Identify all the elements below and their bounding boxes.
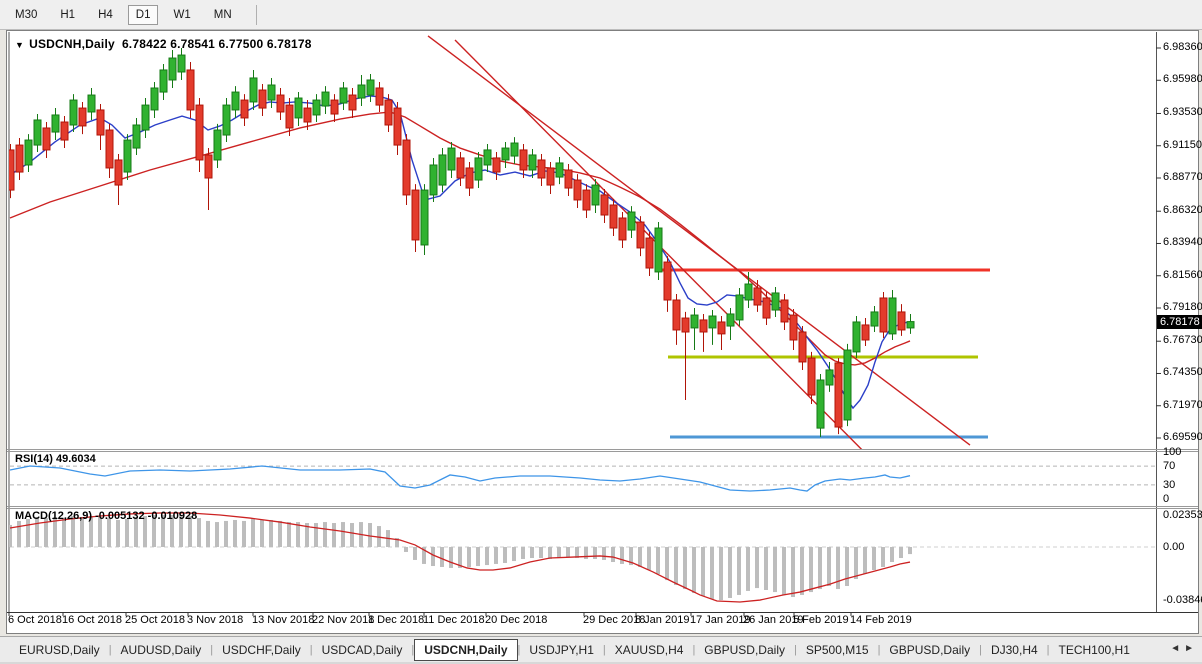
time-axis-label: 14 Feb 2019 bbox=[850, 614, 912, 626]
bottom-strip bbox=[0, 662, 1202, 664]
tab-separator: | bbox=[411, 643, 415, 656]
macd-panel-layer bbox=[9, 512, 1155, 603]
price-axis-label: 6.79180 bbox=[1163, 301, 1202, 313]
chart-ohlc-values: 6.78422 6.78541 6.77500 6.78178 bbox=[121, 37, 312, 51]
time-axis-label: 22 Nov 2018 bbox=[312, 614, 375, 626]
time-axis-label: 13 Nov 2018 bbox=[252, 614, 315, 626]
rsi-panel-layer bbox=[9, 465, 1155, 492]
macd-axis-label: -0.038466 bbox=[1163, 594, 1202, 606]
time-axis-label: 25 Oct 2018 bbox=[125, 614, 185, 626]
chart-canvas[interactable] bbox=[7, 31, 1198, 633]
timeframe-button-w1[interactable]: W1 bbox=[173, 8, 191, 21]
chart-symbol-label: USDCNH,Daily bbox=[29, 37, 115, 51]
tab-separator: | bbox=[517, 643, 521, 656]
timeframe-buttons: M30 H1 H4 D1 W1 MN bbox=[0, 4, 240, 25]
price-axis-label: 6.83940 bbox=[1163, 236, 1202, 249]
time-axis-label: 26 Jan 2019 bbox=[743, 614, 804, 626]
time-axis-label: 29 Dec 2018 bbox=[583, 614, 646, 626]
time-axis-label: 6 Oct 2018 bbox=[8, 614, 62, 626]
tab-separator: | bbox=[692, 643, 696, 656]
tab-separator: | bbox=[210, 643, 214, 656]
macd-signal-line bbox=[9, 512, 911, 603]
chart-title: ▼ USDCNH,Daily 6.78422 6.78541 6.77500 6.… bbox=[15, 37, 312, 51]
time-axis-label: 16 Oct 2018 bbox=[62, 614, 122, 626]
rsi-axis-label: 100 bbox=[1163, 446, 1182, 458]
chart-window: ▼ USDCNH,Daily 6.78422 6.78541 6.77500 6.… bbox=[6, 30, 1202, 634]
rsi-axis-label: 0 bbox=[1163, 493, 1170, 505]
tab-separator: | bbox=[1046, 643, 1050, 656]
chevron-down-icon[interactable]: ▼ bbox=[15, 40, 25, 50]
price-axis-label: 6.95980 bbox=[1163, 73, 1202, 86]
price-axis-label: 6.76730 bbox=[1163, 334, 1202, 347]
symbol-tab-usdcad-daily[interactable]: USDCAD,Daily bbox=[321, 642, 403, 657]
price-axis-label: 6.81560 bbox=[1163, 268, 1202, 281]
symbol-tab-tech100-h1[interactable]: TECH100,H1 bbox=[1058, 642, 1130, 657]
tab-separator: | bbox=[979, 643, 982, 656]
tab-separator: | bbox=[602, 643, 606, 656]
timeframe-button-h4[interactable]: H4 bbox=[98, 8, 113, 21]
symbol-tab-gbpusd-daily[interactable]: GBPUSD,Daily bbox=[704, 642, 785, 657]
timeframe-button-h1[interactable]: H1 bbox=[60, 8, 76, 21]
time-axis-label: 8 Jan 2019 bbox=[635, 614, 690, 626]
toolbar-separator bbox=[255, 4, 257, 25]
time-axis-label: 1 Dec 2018 bbox=[368, 614, 425, 626]
symbol-tab-usdjpy-h1[interactable]: USDJPY,H1 bbox=[529, 642, 594, 657]
rsi-axis-label: 30 bbox=[1163, 478, 1176, 491]
price-axis-label: 6.98360 bbox=[1163, 41, 1202, 53]
price-axis-label: 6.88770 bbox=[1163, 171, 1202, 183]
descending-trendline[interactable] bbox=[454, 39, 890, 478]
candles-layer bbox=[9, 48, 915, 438]
tab-scroll-left-icon[interactable]: ◄ bbox=[1170, 643, 1185, 654]
price-axis-label: 6.71970 bbox=[1163, 398, 1202, 411]
time-axis-label: 3 Nov 2018 bbox=[187, 614, 244, 626]
chart-frame bbox=[7, 32, 1198, 616]
price-axis-label: 6.86320 bbox=[1163, 204, 1202, 217]
tab-separator: | bbox=[309, 643, 313, 656]
rsi-label: RSI(14) 49.6034 bbox=[15, 453, 96, 465]
price-axis-label: 6.74350 bbox=[1163, 366, 1202, 379]
time-axis-label: 11 Dec 2018 bbox=[423, 614, 485, 626]
symbol-tab-usdchf-daily[interactable]: USDCHF,Daily bbox=[222, 642, 301, 657]
timeframe-toolbar: M30 H1 H4 D1 W1 MN bbox=[0, 0, 1202, 30]
rsi-line bbox=[9, 465, 911, 492]
symbol-tab-xauusd-h4[interactable]: XAUUSD,H4 bbox=[614, 642, 684, 657]
symbol-tab-dj30-h4[interactable]: DJ30,H4 bbox=[990, 642, 1038, 657]
macd-label: MACD(12,26,9) -0.005132 -0.010928 bbox=[15, 510, 198, 522]
symbol-tab-audusd-daily[interactable]: AUDUSD,Daily bbox=[120, 642, 202, 657]
tab-scroll-right-icon[interactable]: ► bbox=[1184, 643, 1198, 654]
symbol-tab-gbpusd-daily[interactable]: GBPUSD,Daily bbox=[889, 642, 971, 657]
timeframe-button-mn[interactable]: MN bbox=[213, 8, 232, 21]
symbol-tab-sp500-m15[interactable]: SP500,M15 bbox=[805, 642, 869, 657]
tab-separator: | bbox=[793, 643, 797, 656]
price-axis-label: 6.91150 bbox=[1163, 138, 1202, 151]
time-axis-label: 17 Jan 2019 bbox=[690, 614, 751, 626]
price-axis-label: 6.93530 bbox=[1163, 106, 1202, 119]
tab-separator: | bbox=[877, 643, 881, 656]
tab-scroll-arrows: ◄► bbox=[1170, 643, 1198, 654]
symbol-tab-usdcnh-daily[interactable]: USDCNH,Daily bbox=[414, 638, 518, 661]
symbol-tabbar: EURUSD,Daily | AUDUSD,Daily | USDCHF,Daily | U… bbox=[0, 636, 1202, 662]
timeframe-button-d1[interactable]: D1 bbox=[127, 4, 159, 25]
timeframe-button-m30[interactable]: M30 bbox=[15, 8, 38, 21]
descending-trendline[interactable] bbox=[427, 35, 971, 446]
time-axis-label: 5 Feb 2019 bbox=[793, 614, 849, 626]
time-axis-label: 20 Dec 2018 bbox=[485, 614, 548, 626]
rsi-axis-label: 70 bbox=[1163, 460, 1176, 473]
symbol-tab-eurusd-daily[interactable]: EURUSD,Daily bbox=[19, 642, 100, 657]
ma-slow-line bbox=[9, 111, 911, 366]
macd-axis-label: 0.023534 bbox=[1163, 508, 1202, 521]
price-axis-label: 6.69590 bbox=[1163, 431, 1202, 443]
symbol-tabs: EURUSD,Daily | AUDUSD,Daily | USDCHF,Daily | U… bbox=[10, 638, 1139, 661]
current-price-tag: 6.78178 bbox=[1157, 314, 1202, 329]
macd-axis-label: 0.00 bbox=[1163, 541, 1185, 553]
main-chart-layer bbox=[9, 35, 990, 478]
tab-separator: | bbox=[108, 643, 112, 656]
